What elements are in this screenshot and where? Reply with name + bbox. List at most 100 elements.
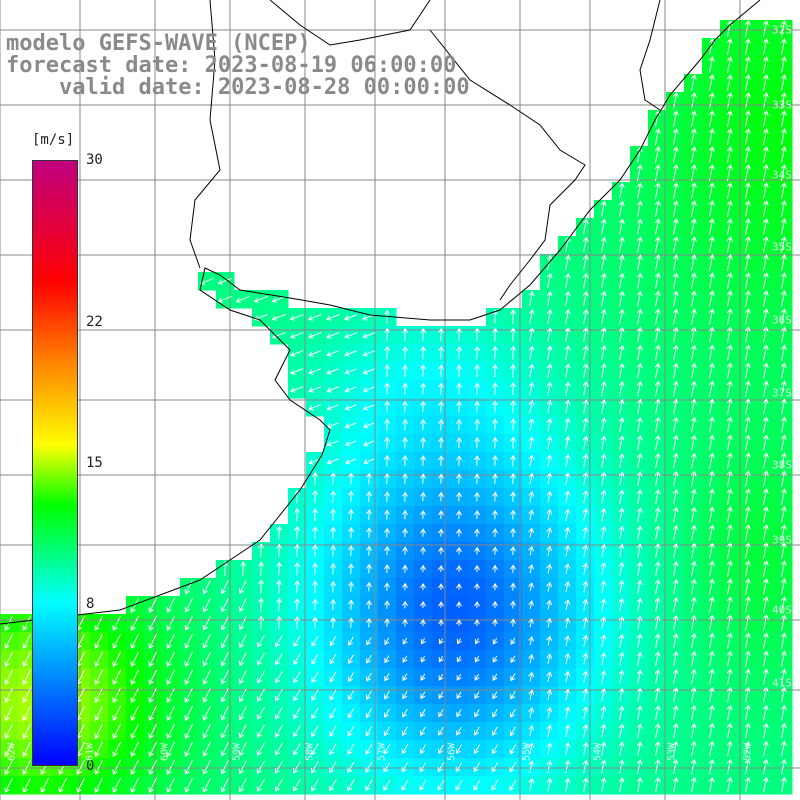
- wind-arrow: [564, 490, 571, 503]
- wind-arrow: [94, 669, 104, 686]
- wind-arrow: [600, 362, 607, 379]
- wind-arrow: [366, 654, 372, 664]
- wind-arrow: [654, 218, 661, 235]
- wind-arrow: [600, 272, 607, 289]
- wind-arrow: [130, 759, 140, 776]
- wind-arrow: [690, 506, 697, 523]
- wind-arrow: [402, 345, 409, 360]
- wind-arrow: [256, 706, 265, 720]
- coastline: [0, 0, 761, 625]
- wind-arrow: [726, 434, 733, 451]
- wind-arrow: [253, 296, 268, 303]
- wind-arrow: [690, 326, 697, 343]
- wind-arrow: [654, 669, 661, 684]
- wind-arrow: [4, 777, 14, 794]
- wind-arrow: [708, 704, 715, 721]
- wind-arrow: [636, 362, 643, 379]
- wind-arrow: [348, 490, 355, 503]
- wind-arrow: [762, 632, 769, 649]
- wind-arrow: [780, 146, 787, 164]
- wind-arrow: [528, 381, 535, 396]
- wind-arrow: [744, 164, 751, 182]
- wind-arrow: [672, 182, 679, 200]
- wind-arrow: [564, 526, 571, 539]
- wind-arrow: [654, 254, 661, 271]
- wind-arrow: [726, 578, 733, 596]
- wind-arrow: [94, 651, 104, 668]
- wind-arrow: [600, 290, 607, 307]
- wind-arrow: [726, 668, 733, 685]
- wind-arrow: [166, 777, 175, 793]
- wind-arrow: [238, 616, 247, 631]
- wind-arrow: [636, 597, 643, 612]
- wind-arrow: [312, 562, 319, 575]
- wind-arrow: [564, 741, 571, 756]
- wind-arrow: [582, 490, 589, 504]
- wind-arrow: [184, 759, 193, 775]
- wind-arrow: [510, 509, 516, 520]
- wind-arrow: [672, 650, 679, 667]
- wind-arrow: [347, 672, 354, 683]
- wind-arrow: [94, 633, 104, 650]
- wind-arrow: [546, 272, 553, 289]
- wind-arrow: [762, 362, 769, 379]
- wind-arrow: [690, 380, 697, 397]
- wind-arrow: [344, 440, 357, 447]
- wind-arrow: [275, 707, 283, 720]
- wind-arrow: [636, 615, 643, 630]
- wind-arrow: [76, 759, 86, 776]
- wind-arrow: [456, 491, 462, 502]
- wind-arrow: [112, 759, 122, 776]
- wind-arrow: [294, 543, 301, 558]
- latitude-label: 41S: [772, 676, 792, 690]
- wind-arrow: [238, 598, 247, 613]
- wind-arrow: [294, 579, 301, 594]
- wind-arrow: [654, 687, 661, 703]
- wind-arrow: [307, 314, 322, 321]
- wind-arrow: [528, 600, 534, 610]
- wind-arrow: [420, 400, 427, 413]
- wind-arrow: [600, 507, 607, 522]
- wind-arrow: [600, 326, 607, 343]
- wind-arrow: [726, 650, 733, 667]
- wind-arrow: [528, 345, 535, 360]
- wind-arrow: [618, 615, 625, 630]
- wind-arrow: [744, 776, 751, 793]
- wind-arrow: [402, 691, 408, 700]
- wind-arrow: [202, 669, 211, 685]
- wind-arrow: [582, 254, 589, 271]
- wind-arrow: [312, 526, 319, 539]
- wind-arrow: [690, 596, 697, 613]
- wind-arrow: [672, 740, 679, 757]
- wind-arrow: [112, 723, 122, 740]
- wind-arrow: [438, 583, 444, 590]
- wind-arrow: [22, 651, 32, 668]
- wind-arrow: [654, 633, 661, 648]
- wind-arrow: [726, 218, 733, 236]
- wind-arrow: [438, 346, 445, 360]
- wind-arrow: [347, 761, 355, 774]
- wind-arrow: [690, 470, 697, 487]
- wind-arrow: [456, 709, 462, 718]
- wind-arrow: [546, 490, 553, 503]
- wind-arrow: [762, 524, 769, 542]
- wind-arrow: [780, 740, 787, 757]
- wind-arrow: [258, 579, 265, 594]
- wind-arrow: [654, 579, 661, 595]
- longitude-label: 58W: [304, 742, 316, 762]
- wind-arrow: [366, 527, 372, 538]
- wind-arrow: [780, 434, 787, 451]
- wind-arrow: [474, 726, 480, 736]
- wind-arrow: [600, 381, 607, 397]
- wind-arrow: [348, 581, 354, 592]
- wind-arrow: [654, 146, 661, 163]
- wind-arrow: [420, 528, 426, 537]
- wind-arrow: [546, 581, 553, 592]
- wind-arrow: [690, 74, 697, 92]
- wind-arrow: [600, 687, 607, 702]
- wind-arrow: [690, 614, 697, 631]
- wind-arrow: [618, 362, 625, 379]
- wind-arrow: [672, 776, 679, 793]
- wind-arrow: [780, 488, 787, 506]
